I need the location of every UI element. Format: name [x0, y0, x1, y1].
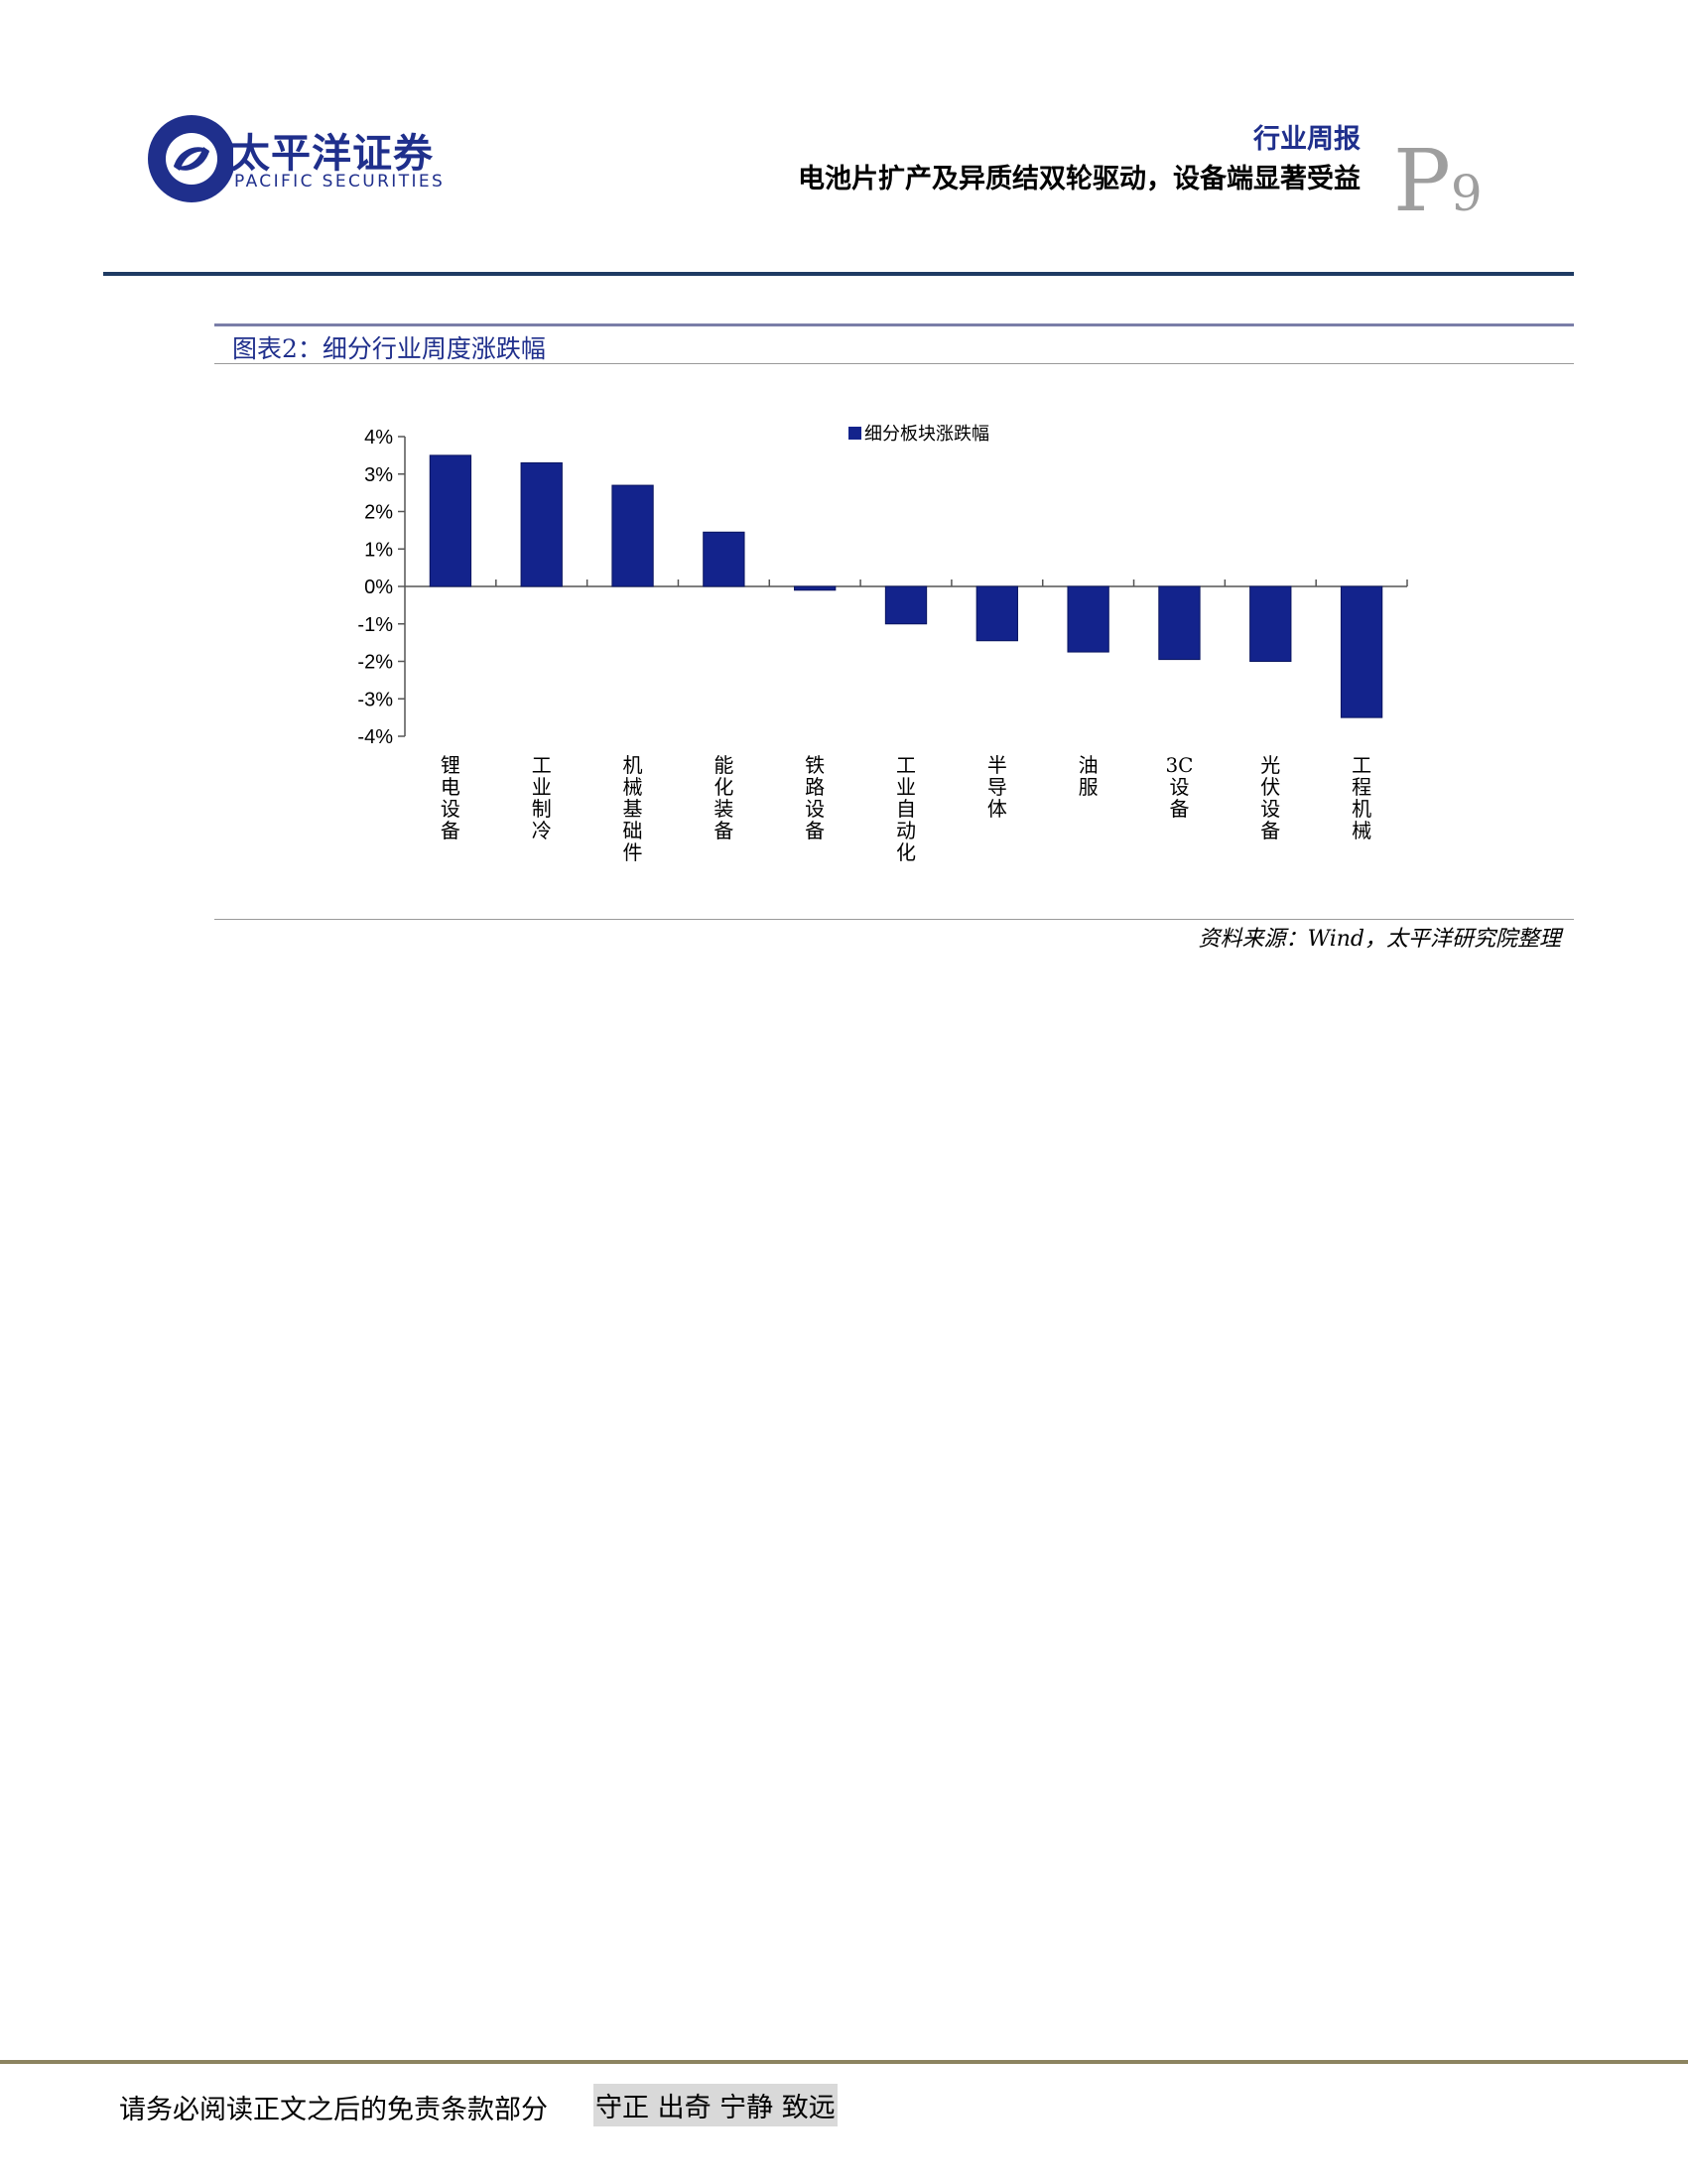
y-tick-label: 2% — [364, 502, 393, 524]
bar-1 — [521, 462, 562, 586]
x-tick-label: 能化装备 — [714, 753, 733, 842]
report-type: 行业周报 — [1253, 117, 1361, 156]
figure-source: 资料来源：Wind，太平洋研究院整理 — [1198, 921, 1561, 953]
y-tick-label: -1% — [357, 614, 393, 636]
page-letter: P — [1393, 132, 1451, 231]
x-tick-label: 3C 设备 — [1165, 753, 1193, 821]
x-tick-label: 半导体 — [987, 753, 1007, 821]
header-divider — [103, 272, 1574, 276]
x-tick-label: 油服 — [1079, 753, 1099, 799]
y-tick-label: -2% — [357, 652, 393, 674]
y-tick-label: 3% — [364, 464, 393, 486]
bar-6 — [976, 586, 1017, 641]
pacific-securities-logo-icon — [114, 87, 233, 226]
bar-2 — [612, 485, 653, 586]
y-tick-label: -4% — [357, 726, 393, 748]
legend-label: 细分板块涨跌幅 — [864, 424, 989, 445]
bar-chart: 4% 3% 2% 1% 0% -1% -2% -3% -4% 锂电设备 工业制冷 机械基础件 能化装备… — [298, 407, 1439, 873]
bar-7 — [1068, 586, 1108, 652]
report-title: 电池片扩产及异质结双轮驱动，设备端显著受益 — [798, 157, 1361, 195]
bar-0 — [430, 455, 470, 586]
y-tick-label: 1% — [364, 539, 393, 561]
bar-8 — [1159, 586, 1200, 660]
page-digit: 9 — [1451, 165, 1483, 222]
figure-bottom-rule — [214, 919, 1574, 920]
y-tick-label: 0% — [364, 577, 393, 598]
company-motto: 守正 出奇 宁静 致远 — [593, 2084, 838, 2126]
figure-title: 图表2：细分行业周度涨跌幅 — [232, 329, 546, 365]
y-tick-label: 4% — [364, 427, 393, 449]
brand-name-cn: 太平洋证券 — [230, 121, 434, 179]
x-tick-label: 铁路设备 — [805, 753, 825, 842]
bar-3 — [704, 532, 744, 586]
figure-top-rule — [214, 323, 1574, 326]
x-tick-label: 光伏设备 — [1260, 753, 1280, 842]
x-tick-label: 机械基础件 — [623, 753, 643, 864]
brand-name-en: PACIFIC SECURITIES — [234, 172, 445, 192]
bar-4 — [795, 586, 836, 590]
figure-title-rule — [214, 363, 1574, 364]
footer-divider — [0, 2060, 1688, 2064]
x-tick-label: 工业制冷 — [532, 753, 552, 842]
x-tick-label: 锂电设备 — [441, 753, 460, 842]
bar-5 — [885, 586, 926, 624]
legend-swatch — [848, 427, 861, 440]
page-number: P9 — [1393, 139, 1483, 224]
bar-9 — [1250, 586, 1291, 662]
disclaimer-text: 请务必阅读正文之后的免责条款部分 — [119, 2088, 548, 2126]
x-tick-label: 工程机械 — [1352, 753, 1371, 842]
y-tick-label: -3% — [357, 689, 393, 710]
x-tick-label: 工业自动化 — [896, 753, 916, 864]
bar-10 — [1341, 586, 1381, 717]
